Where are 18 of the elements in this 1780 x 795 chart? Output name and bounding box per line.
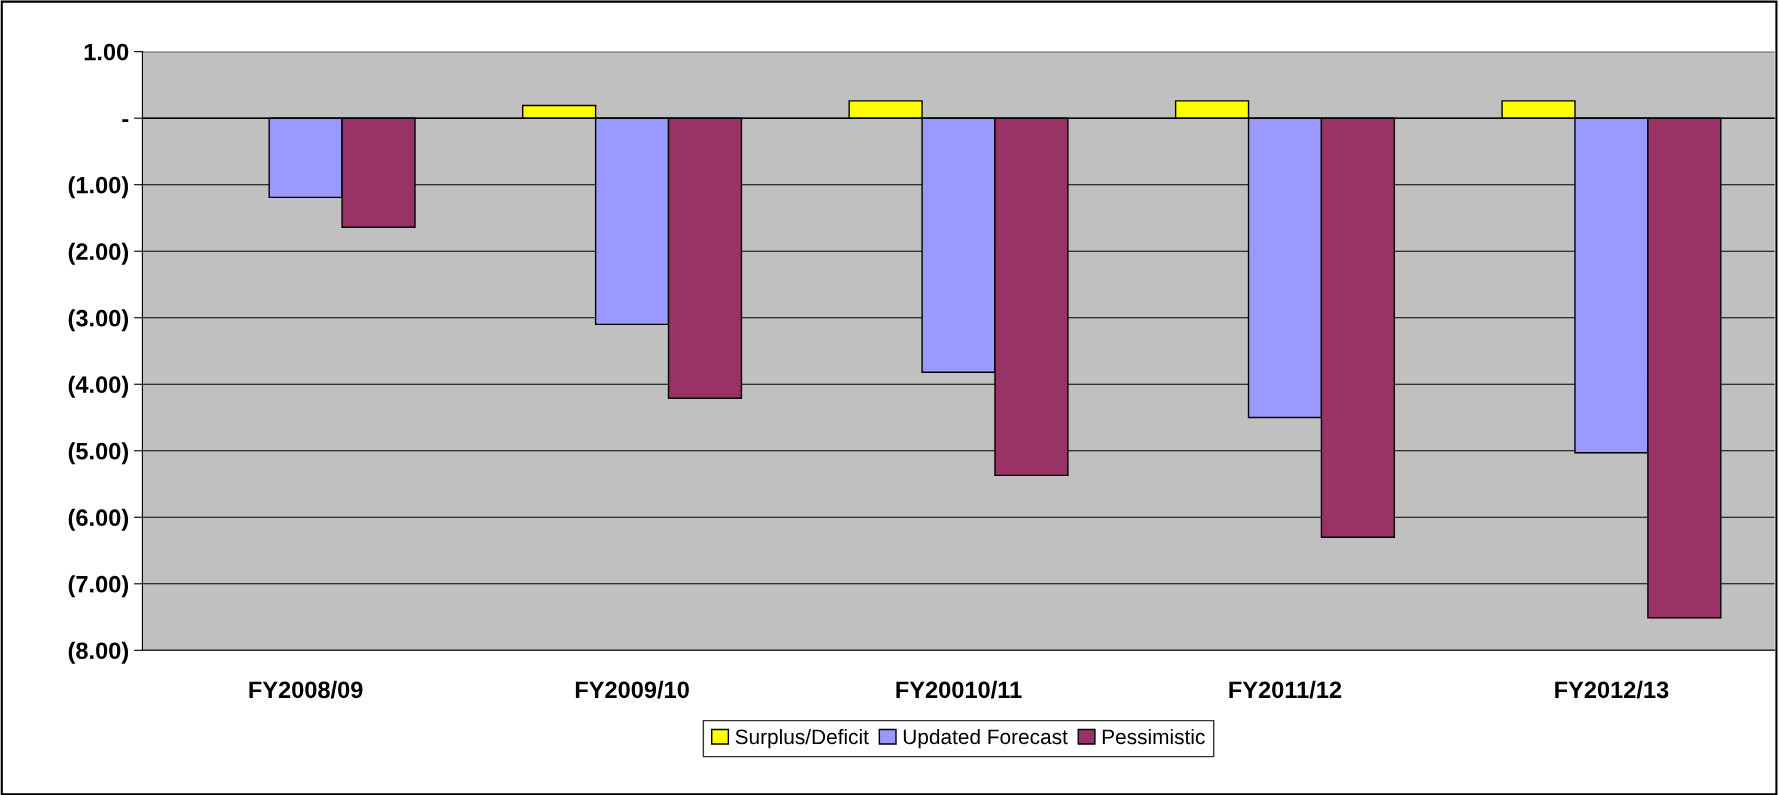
y-tick-label: (7.00) (68, 575, 129, 598)
legend-label: Surplus/Deficit (735, 728, 869, 749)
x-tick-label: FY20010/11 (896, 680, 1022, 699)
y-tick-label: (4.00) (68, 375, 129, 398)
x-tick-label: FY2011/12 (1229, 680, 1342, 699)
x-tick-label: FY2008/09 (249, 680, 363, 699)
y-tick-label: (3.00) (68, 309, 129, 332)
x-tick-label: FY2012/13 (1555, 680, 1669, 699)
legend-label: Pessimistic (1102, 728, 1205, 745)
y-tick-label: (5.00) (68, 442, 129, 465)
y-tick-label: (2.00) (68, 242, 129, 265)
y-tick-label: (1.00) (68, 176, 129, 199)
x-tick-label: FY2009/10 (575, 680, 689, 699)
y-tick-label: - (122, 119, 129, 123)
legend-label: Updated Forecast (903, 728, 1068, 749)
y-tick-label: (8.00) (68, 641, 129, 664)
y-tick-label: 1.00 (84, 43, 129, 61)
y-tick-label: (6.00) (68, 508, 129, 531)
